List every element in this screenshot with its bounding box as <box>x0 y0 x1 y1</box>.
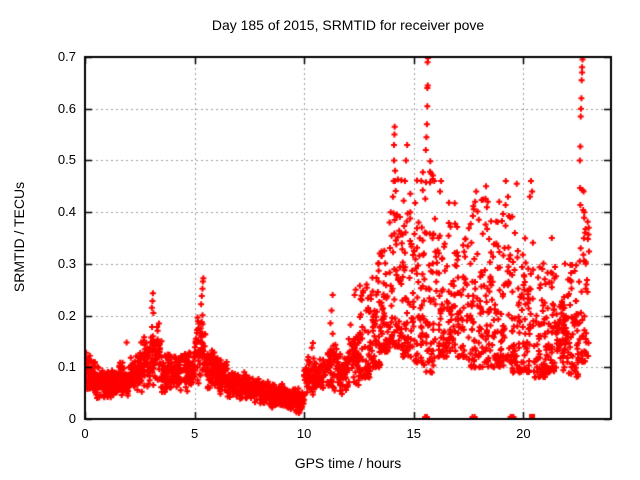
y-tick-label: 0.1 <box>57 359 76 375</box>
x-tick-label: 20 <box>516 426 531 441</box>
y-tick-label: 0.7 <box>57 49 76 64</box>
y-tick-label: 0.5 <box>57 152 76 168</box>
y-tick-label: 0.4 <box>57 204 76 220</box>
y-tick-label: 0.3 <box>57 255 76 271</box>
y-tick-label: 0.6 <box>57 100 76 116</box>
x-tick-label: 5 <box>190 426 199 441</box>
x-axis-title: GPS time / hours <box>294 455 402 471</box>
x-tick-label: 10 <box>296 426 312 441</box>
x-tick-label: 15 <box>406 426 421 441</box>
x-tick-label: 0 <box>81 426 89 441</box>
y-axis-title: SRMTID / TECUs <box>11 181 27 293</box>
y-tick-label: 0 <box>68 411 76 426</box>
y-tick-label: 0.2 <box>57 307 76 323</box>
chart-title: Day 185 of 2015, SRMTID for receiver pov… <box>211 17 485 33</box>
